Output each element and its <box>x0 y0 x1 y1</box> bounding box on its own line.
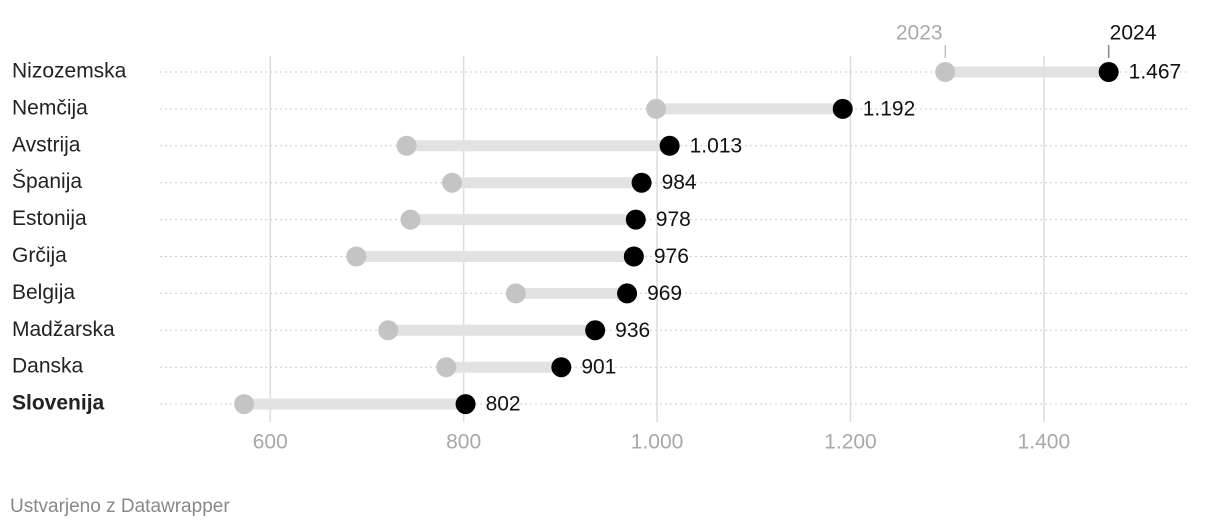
category-label: Španija <box>12 170 82 193</box>
dot-0 <box>234 394 255 415</box>
dot-1 <box>832 98 853 119</box>
category-label: Belgija <box>12 281 75 304</box>
value-label: 976 <box>654 245 689 268</box>
dot-1 <box>585 320 606 341</box>
dot-0 <box>505 283 526 304</box>
dot-0 <box>935 62 956 82</box>
value-label: 969 <box>647 282 682 305</box>
footer: Ustvarjeno z Datawrapper <box>10 496 230 517</box>
dot-0 <box>378 320 399 341</box>
x-tick-label: 1.000 <box>631 431 684 454</box>
value-label: 1.192 <box>863 97 916 120</box>
category-label: Nizozemska <box>12 60 127 83</box>
value-label: 978 <box>656 208 691 231</box>
category-label: Avstrija <box>12 133 81 156</box>
dot-0 <box>346 246 367 267</box>
x-tick-label: 1.400 <box>1018 431 1071 454</box>
dot-1 <box>551 357 572 378</box>
dot-0 <box>442 172 463 193</box>
dot-0 <box>396 135 417 156</box>
dot-0 <box>400 209 421 230</box>
x-tick-label: 600 <box>253 431 288 454</box>
x-tick-label: 1.200 <box>824 431 877 454</box>
dot-1 <box>625 209 646 230</box>
dot-1 <box>455 394 476 415</box>
category-label: Madžarska <box>12 318 115 341</box>
value-label: 802 <box>486 393 521 416</box>
dot-1 <box>659 135 680 156</box>
x-tick-label: 800 <box>446 431 481 454</box>
value-label: 901 <box>581 356 616 379</box>
dot-0 <box>646 98 667 119</box>
legend-label: 2023 <box>896 22 943 45</box>
category-label: Estonija <box>12 207 87 230</box>
value-label: 936 <box>615 319 650 342</box>
dot-0 <box>436 357 457 378</box>
dot-1 <box>631 172 652 193</box>
value-label: 984 <box>662 171 697 194</box>
legend-label: 2024 <box>1110 22 1157 45</box>
category-label: Danska <box>12 355 84 378</box>
value-label: 1.013 <box>690 134 743 157</box>
category-label: Slovenija <box>12 392 105 415</box>
category-label: Nemčija <box>12 96 88 119</box>
dot-1 <box>623 246 644 267</box>
value-label: 1.467 <box>1129 61 1182 84</box>
dot-1 <box>617 283 638 304</box>
category-label: Grčija <box>12 244 67 267</box>
dot-1 <box>1098 62 1119 82</box>
